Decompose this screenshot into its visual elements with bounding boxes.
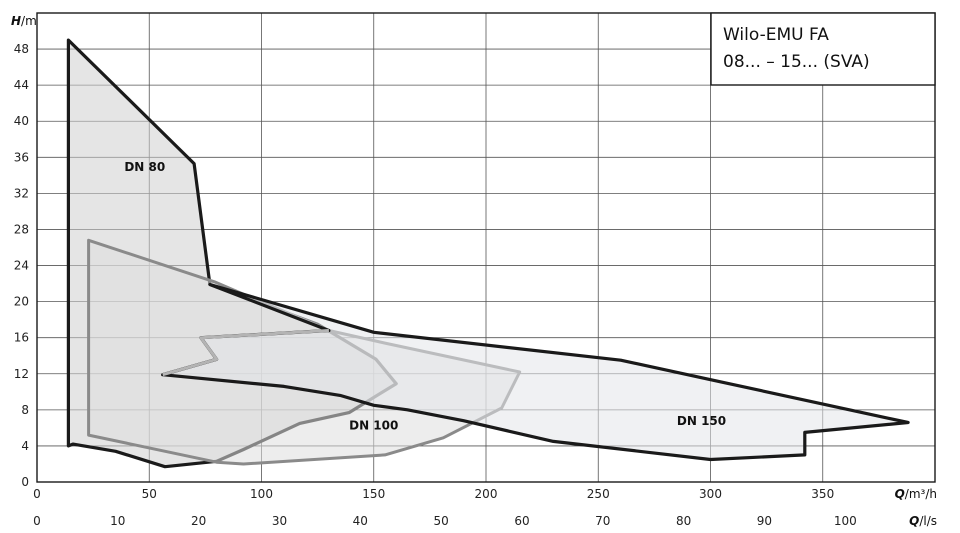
x-tick-label-m3h: 350 — [811, 487, 834, 501]
y-tick-label: 20 — [14, 295, 29, 309]
x-tick-label-m3h: 150 — [362, 487, 385, 501]
x-tick-label-m3h: 100 — [250, 487, 273, 501]
title-line-1: Wilo-EMU FA — [723, 25, 829, 45]
region-label-dn-100: DN 100 — [349, 419, 398, 433]
x-tick-label-ls: 80 — [676, 514, 691, 528]
x-tick-label-ls: 0 — [33, 514, 41, 528]
y-tick-label: 12 — [14, 367, 29, 381]
x-tick-label-m3h: 0 — [33, 487, 41, 501]
x-tick-label-m3h: 300 — [699, 487, 722, 501]
y-tick-label: 0 — [21, 475, 29, 489]
x-tick-labels-ls: 0 10 20 30 40 50 60 70 80 90 100 — [33, 514, 857, 528]
x-tick-label-m3h: 250 — [587, 487, 610, 501]
x-tick-label-ls: 60 — [514, 514, 529, 528]
x-tick-label-ls: 40 — [353, 514, 368, 528]
region-labels: DN 80 DN 100 DN 150 — [124, 160, 726, 433]
x-tick-labels-m3h: 0 50 100 150 200 250 300 350 — [33, 487, 834, 501]
x-tick-label-ls: 20 — [191, 514, 206, 528]
y-tick-label: 4 — [21, 439, 29, 453]
y-tick-label: 44 — [14, 78, 29, 92]
y-tick-label: 24 — [14, 259, 29, 273]
y-tick-label: 36 — [14, 150, 29, 164]
x-tick-label-ls: 70 — [595, 514, 610, 528]
y-tick-label: 32 — [14, 186, 29, 200]
x-tick-label-m3h: 50 — [142, 487, 157, 501]
region-label-dn-80: DN 80 — [124, 160, 165, 174]
x-tick-label-ls: 100 — [834, 514, 857, 528]
title-box: Wilo-EMU FA 08... – 15... (SVA) — [710, 12, 936, 86]
x-tick-label-ls: 50 — [433, 514, 448, 528]
x-tick-label-ls: 30 — [272, 514, 287, 528]
region-inner-trace — [162, 329, 329, 377]
y-tick-label: 48 — [14, 42, 29, 56]
x-axis-label-ls: Q/l/s — [909, 514, 937, 528]
y-tick-label: 28 — [14, 222, 29, 236]
title-box-frame — [710, 12, 936, 86]
y-tick-label: 8 — [21, 403, 29, 417]
x-tick-label-ls: 10 — [110, 514, 125, 528]
x-axis-label-m3h: Q/m³/h — [895, 487, 937, 501]
plot-frame — [36, 12, 936, 483]
title-line-2: 08... – 15... (SVA) — [723, 52, 870, 72]
x-tick-label-ls: 90 — [757, 514, 772, 528]
curve-regions — [66, 38, 910, 469]
y-tick-label: 40 — [14, 114, 29, 128]
region-label-dn-150: DN 150 — [677, 414, 726, 428]
y-axis-label: H/m — [11, 14, 37, 28]
x-tick-label-m3h: 200 — [475, 487, 498, 501]
y-tick-label: 16 — [14, 331, 29, 345]
